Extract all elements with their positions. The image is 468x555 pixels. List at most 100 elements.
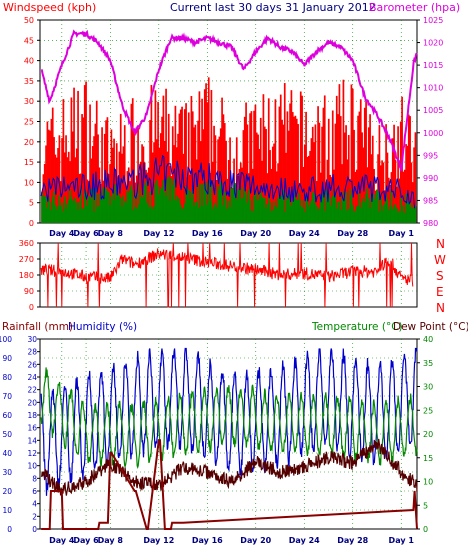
wind-green-bar <box>59 206 62 223</box>
wind-gust-bar <box>183 109 186 223</box>
wind-gust-bar <box>51 107 54 223</box>
wind-green-bar <box>66 203 69 223</box>
rainfall-tick-label: 30 <box>27 335 37 344</box>
wind-green-bar <box>357 205 359 223</box>
wind-green-bar <box>79 187 82 223</box>
wind-green-bar <box>90 189 93 223</box>
wind-green-bar <box>253 195 255 223</box>
barometer-axis-title: Barometer (hpa) <box>369 1 460 14</box>
wind-green-bar <box>226 208 229 223</box>
wind-green-bar <box>303 212 306 223</box>
wind-gust-bar <box>58 135 61 223</box>
wind-green-bar <box>205 182 207 223</box>
wind-gust-bar <box>153 142 155 223</box>
wind-gust-bar <box>318 122 321 223</box>
wind-green-bar <box>351 205 354 223</box>
direction-tick-label: 180 <box>19 271 34 280</box>
wind-green-bar <box>222 205 225 223</box>
wind-green-bar <box>301 200 303 223</box>
wind-green-bar <box>401 211 403 223</box>
wind-gust-bar <box>403 169 406 223</box>
x-tick-label: Day 24 <box>289 536 320 545</box>
direction-tick-label: 90 <box>24 287 34 296</box>
wind-gust-bar <box>190 96 193 223</box>
wind-green-bar <box>337 202 339 223</box>
wind-gust-bar <box>337 114 339 223</box>
wind-green-bar <box>278 193 281 223</box>
wind-green-bar <box>171 184 174 223</box>
wind-green-bar <box>307 206 310 223</box>
wind-green-bar <box>125 202 127 223</box>
wind-green-bar <box>193 206 195 223</box>
wind-gust-bar <box>111 147 114 223</box>
wind-green-bar <box>169 200 171 223</box>
wind-green-bar <box>354 210 357 223</box>
wind-green-bar <box>345 191 347 223</box>
wind-direction-panel: 0 90 180 270 360 N W S E N <box>19 237 446 315</box>
wind-green-bar <box>138 204 141 223</box>
wind-gust-bar <box>378 125 381 223</box>
barometer-tick-label: 985 <box>423 196 438 205</box>
wind-gust-bar <box>254 104 257 223</box>
wind-gust-bar <box>150 84 153 223</box>
wind-green-bar <box>241 187 243 223</box>
wind-gust-bar <box>385 124 387 223</box>
wind-green-bar <box>157 186 159 223</box>
x-tick-label: Day 16 <box>192 536 223 545</box>
wind-green-bar <box>399 197 402 223</box>
wind-green-bar <box>134 206 137 223</box>
wind-gust-bar <box>245 102 247 223</box>
wind-gust-bar <box>327 118 330 223</box>
rainfall-tick-label: 6 <box>32 487 37 496</box>
wind-gust-bar <box>210 89 213 223</box>
wind-green-bar <box>45 197 47 223</box>
wind-gust-bar <box>201 98 203 223</box>
wind-green-bar <box>75 202 78 223</box>
rainfall-tick-label: 14 <box>27 436 37 445</box>
wind-green-bar <box>215 207 218 223</box>
wind-gust-bar <box>258 148 261 223</box>
wind-gust-bar <box>290 90 293 223</box>
wind-green-bar <box>367 198 370 223</box>
rainfall-tick-label: 26 <box>27 360 37 369</box>
wind-gust-bar <box>322 107 325 223</box>
barometer-line <box>40 29 418 172</box>
wind-green-bar <box>206 204 209 223</box>
wind-gust-bar <box>350 84 353 224</box>
wind-gust-bar <box>257 134 259 223</box>
wind-green-bar <box>346 210 349 223</box>
wind-green-bar <box>150 206 153 223</box>
wind-green-bar <box>255 200 258 223</box>
rainfall-tick-label: 28 <box>27 348 37 357</box>
wind-green-bar <box>69 190 71 223</box>
wind-gust-bar <box>358 111 361 223</box>
wind-green-bar <box>77 209 79 223</box>
wind-green-bar <box>405 193 407 223</box>
direction-ticks: 0 90 180 270 360 <box>19 239 40 312</box>
wind-gust-bar <box>61 138 63 223</box>
wind-gust-bar <box>134 182 137 223</box>
wind-green-bar <box>246 202 249 223</box>
wind-gust-bar <box>369 114 371 223</box>
wind-green-bar <box>137 183 139 223</box>
x-tick-label: Day 4 <box>49 536 75 545</box>
wind-gust-bar <box>255 132 258 223</box>
wind-gust-bar <box>195 159 198 223</box>
wind-green-bar <box>378 211 381 223</box>
wind-gust-bar <box>199 141 202 223</box>
temperature-axis-title: Temperature (°C) <box>311 321 403 333</box>
barometer-tick-label: 1000 <box>423 129 443 138</box>
wind-green-bar <box>269 202 271 223</box>
wind-green-bar <box>342 198 345 223</box>
wind-green-bar <box>86 205 89 223</box>
wind-green-bar <box>179 205 182 223</box>
wind-green-bar <box>151 208 154 223</box>
wind-green-bar <box>395 208 398 223</box>
x-tick-label: Day 4 <box>49 229 75 238</box>
wind-gust-bar <box>71 131 74 223</box>
wind-green-bar <box>245 192 247 223</box>
wind-gust-bar <box>274 99 277 223</box>
rainfall-tick-label: 16 <box>27 424 37 433</box>
wind-green-bar <box>293 197 295 223</box>
x-tick-label: Day 24 <box>289 229 320 238</box>
